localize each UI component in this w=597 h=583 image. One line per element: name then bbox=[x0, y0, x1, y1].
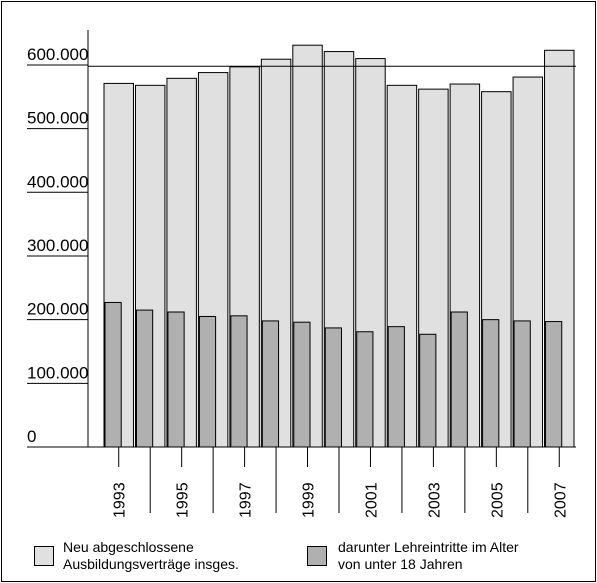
y-tick-label: 200.000 bbox=[27, 300, 88, 319]
x-tick-label: 1997 bbox=[238, 482, 255, 518]
bar-under18 bbox=[324, 327, 342, 448]
y-tick-label: 600.000 bbox=[27, 45, 88, 64]
x-tick-label: 2003 bbox=[426, 482, 443, 518]
bar-under18 bbox=[167, 311, 185, 448]
x-tick-label: 2001 bbox=[363, 482, 380, 518]
legend-label-under18-line1: darunter Lehreintritte im Alter bbox=[338, 539, 519, 555]
bar-under18 bbox=[482, 319, 500, 448]
legend-label-total-line1: Neu abgeschlossene bbox=[63, 539, 194, 555]
bar-under18 bbox=[261, 320, 280, 448]
legend-label-total: Neu abgeschlossene Ausbildungsverträge i… bbox=[63, 539, 239, 573]
bar-under18 bbox=[450, 311, 468, 448]
bar-under18 bbox=[419, 333, 437, 448]
x-tick-label: 2007 bbox=[552, 482, 569, 518]
bar-under18 bbox=[135, 309, 154, 448]
x-tick-label: 2005 bbox=[489, 482, 506, 518]
bar-under18 bbox=[198, 315, 217, 448]
y-tick-label: 300.000 bbox=[27, 236, 88, 255]
bar-under18 bbox=[513, 320, 531, 448]
legend-swatch-under18 bbox=[307, 546, 327, 566]
legend-label-under18-line2: von unter 18 Jahren bbox=[338, 556, 463, 572]
x-tick-label: 1995 bbox=[175, 482, 192, 518]
x-tick-label: 1999 bbox=[301, 482, 318, 518]
x-tick-label: 1993 bbox=[112, 482, 129, 518]
y-tick-label: 0 bbox=[27, 427, 36, 446]
bar-under18 bbox=[356, 331, 374, 448]
bar-under18 bbox=[293, 321, 311, 448]
legend-swatch-total bbox=[34, 546, 54, 566]
y-tick-label: 400.000 bbox=[27, 172, 88, 191]
y-tick-label: 100.000 bbox=[27, 363, 88, 382]
bar-under18 bbox=[230, 315, 248, 448]
bar-under18 bbox=[545, 321, 563, 448]
legend-label-total-line2: Ausbildungsverträge insges. bbox=[63, 556, 239, 572]
y-tick-label: 500.000 bbox=[27, 109, 88, 128]
legend-label-under18: darunter Lehreintritte im Alter von unte… bbox=[338, 539, 519, 573]
bar-under18 bbox=[387, 326, 405, 448]
bar-under18 bbox=[104, 301, 122, 448]
